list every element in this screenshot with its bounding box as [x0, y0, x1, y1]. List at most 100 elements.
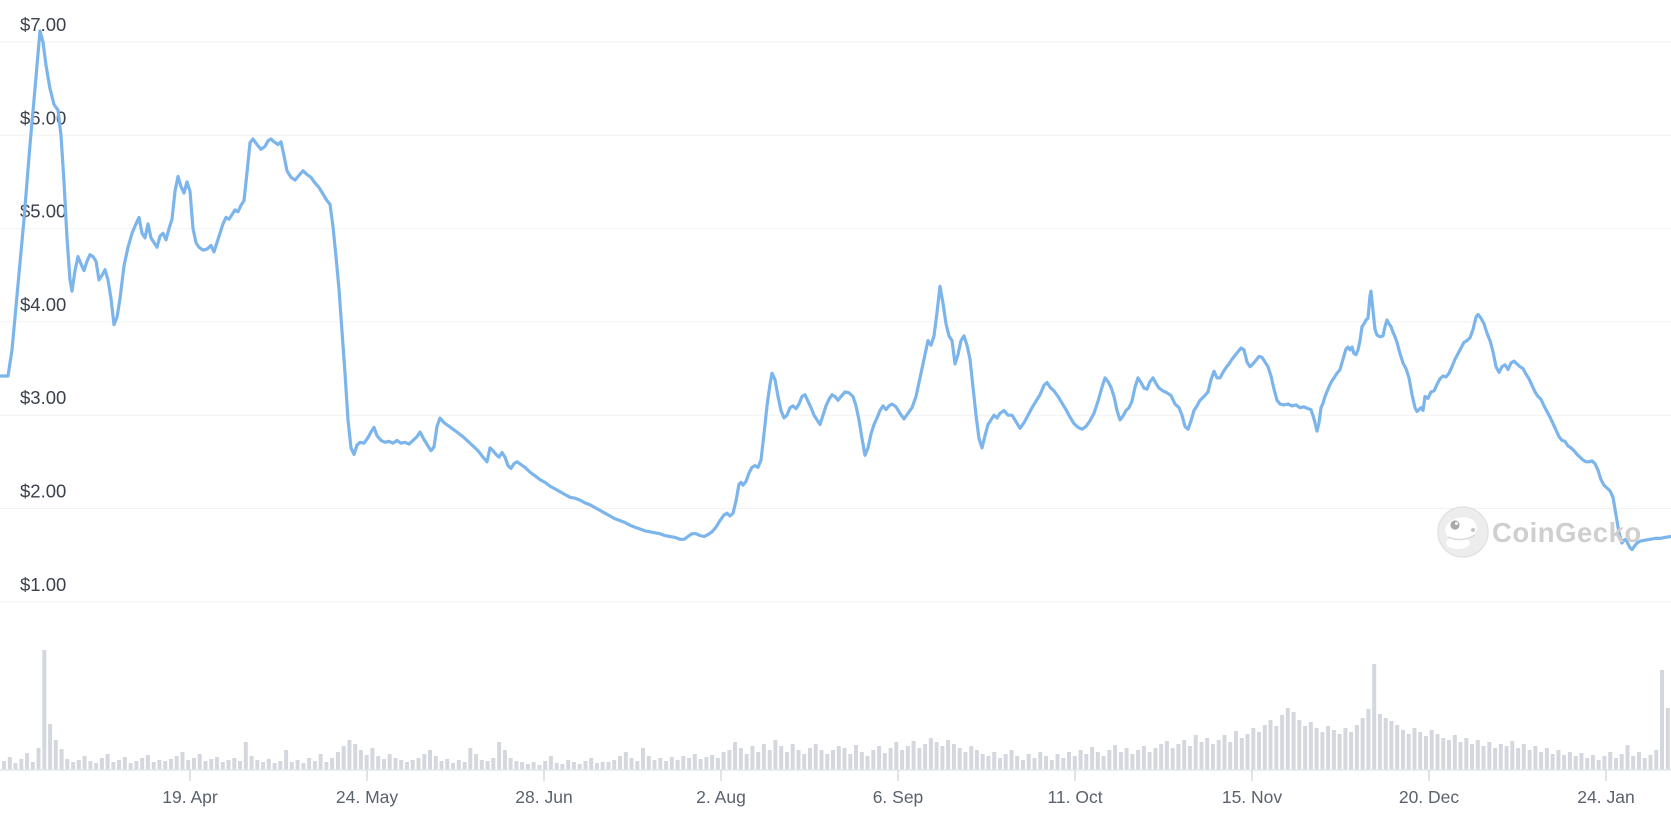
volume-bar: [508, 758, 513, 770]
volume-bar: [704, 757, 709, 770]
volume-bar: [238, 761, 242, 770]
volume-bar: [1003, 754, 1008, 770]
volume-bar: [1596, 760, 1601, 770]
volume-bar: [687, 758, 692, 770]
volume-bar: [71, 762, 76, 770]
volume-bar: [767, 750, 772, 770]
volume-bar: [618, 756, 622, 770]
volume-bar: [865, 756, 870, 770]
volume-bar: [1262, 725, 1267, 770]
volume-bar: [1487, 742, 1492, 770]
volume-bar: [249, 756, 254, 770]
volume-bar: [1021, 760, 1025, 770]
volume-bar: [1130, 754, 1135, 770]
volume-bar: [1389, 721, 1394, 770]
volume-bar: [456, 760, 461, 770]
volume-bar: [1251, 728, 1256, 770]
volume-bar: [664, 761, 669, 770]
volume-bar: [802, 754, 807, 770]
volume-bar: [934, 742, 939, 770]
volume-bar: [1642, 758, 1647, 770]
volume-bar: [140, 758, 145, 770]
volume-bar: [548, 756, 553, 770]
x-axis-label: 2. Aug: [696, 787, 746, 807]
volume-bar: [1470, 744, 1474, 770]
volume-bar: [36, 748, 41, 770]
volume-bar: [923, 744, 928, 770]
volume-bar: [957, 748, 962, 770]
volume-bar: [744, 754, 749, 770]
volume-bar: [82, 756, 87, 770]
volume-bar: [520, 762, 525, 770]
volume-bar: [1608, 752, 1613, 770]
volume-bar: [1153, 748, 1158, 770]
volume-bar: [951, 744, 956, 770]
volume-bar: [692, 754, 697, 770]
volume-bar: [485, 761, 490, 770]
volume-bar: [1527, 750, 1532, 770]
volume-bar: [209, 759, 214, 770]
x-axis-label: 28. Jun: [515, 787, 572, 807]
volume-bar: [1211, 744, 1215, 770]
volume-bar: [727, 750, 732, 770]
volume-bar: [1285, 708, 1290, 770]
volume-bar: [376, 756, 381, 770]
volume-bar: [261, 762, 266, 770]
volume-bar: [1464, 738, 1469, 770]
volume-bar: [1147, 752, 1152, 770]
volume-bar: [1107, 750, 1112, 770]
volume-bar: [324, 762, 329, 770]
volume-bar: [76, 760, 81, 770]
volume-bar: [462, 762, 467, 770]
volume-bar: [1015, 756, 1020, 770]
volume-bar: [1038, 752, 1043, 770]
volume-bar: [1193, 735, 1198, 770]
volume-bar: [1326, 726, 1331, 770]
coingecko-logo-icon: [1437, 506, 1489, 558]
volume-bar: [721, 752, 726, 770]
volume-bar: [1493, 748, 1498, 770]
volume-bar: [554, 763, 559, 770]
volume-bar: [387, 754, 392, 770]
volume-bar: [859, 752, 864, 770]
volume-bar: [180, 752, 185, 770]
y-axis-labels: $7.00$6.00$5.00$4.00$3.00$2.00$1.00: [20, 14, 66, 595]
volume-bar: [675, 760, 680, 770]
volume-bar: [1648, 755, 1653, 770]
volume-bar: [1654, 750, 1659, 770]
volume-bar: [1366, 709, 1371, 770]
volume-bar: [1182, 740, 1187, 770]
volume-bar: [42, 650, 47, 770]
volume-bar: [19, 759, 24, 770]
volume-bar: [1228, 742, 1233, 770]
volume-bar: [1504, 746, 1509, 770]
volume-bar: [151, 762, 156, 770]
volume-bar: [963, 752, 968, 770]
volume-bar: [1141, 746, 1146, 770]
volume-bar: [790, 744, 795, 770]
volume-bar: [646, 756, 651, 770]
volume-bar: [998, 758, 1002, 770]
volume-bar: [1044, 756, 1048, 770]
volume-bars: [2, 650, 1670, 770]
volume-bar: [1447, 740, 1451, 770]
volume-bar: [163, 761, 168, 770]
volume-bar: [128, 763, 133, 770]
volume-bar: [1234, 731, 1238, 770]
volume-bar: [479, 760, 484, 770]
volume-bar: [192, 758, 196, 770]
volume-bar: [836, 746, 841, 770]
volume-bar: [278, 761, 283, 770]
volume-bar: [1406, 734, 1411, 770]
volume-bar: [1619, 754, 1624, 770]
volume-bar: [1516, 748, 1521, 770]
volume-bar: [220, 762, 225, 770]
volume-bar: [468, 748, 473, 770]
volume-bar: [307, 758, 312, 770]
volume-bar: [255, 760, 260, 770]
volume-bar: [1084, 754, 1089, 770]
gridlines: [0, 41, 1671, 603]
volume-bar: [439, 761, 444, 770]
